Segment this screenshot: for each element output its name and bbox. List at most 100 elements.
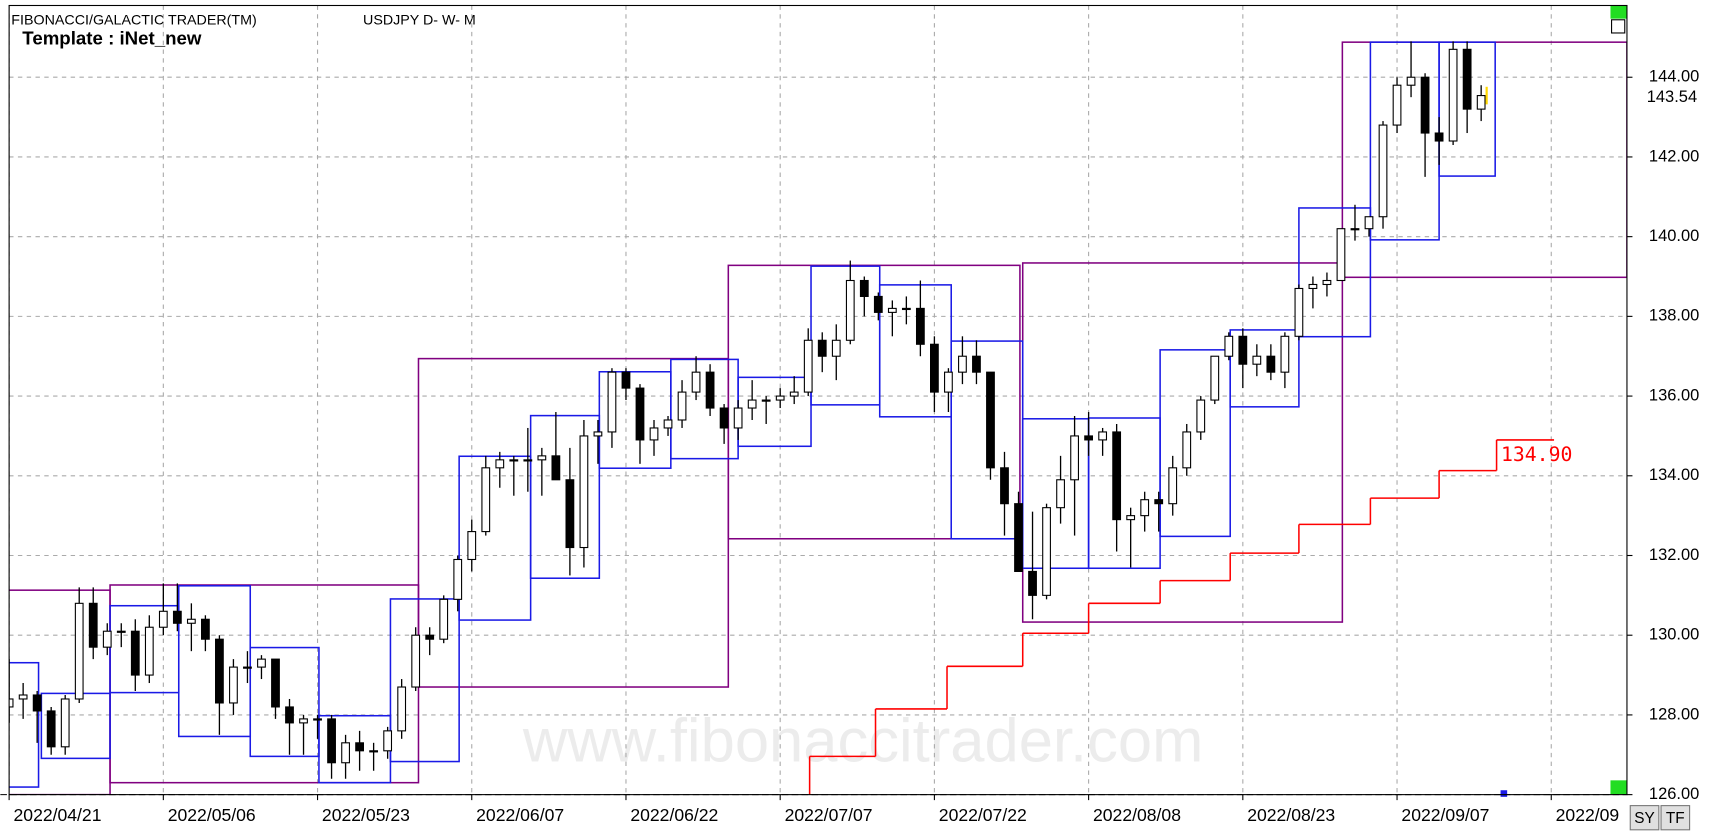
button-label: SY: [1634, 810, 1655, 827]
y-tick-label: 130.00: [1649, 626, 1699, 644]
candle-body: [1014, 503, 1023, 572]
candle-body: [859, 279, 869, 297]
candle-body: [635, 387, 645, 441]
candle-body: [271, 658, 280, 708]
candle-body: [537, 455, 547, 461]
x-tick-label: 2022/06/07: [476, 805, 564, 825]
candle-body: [158, 610, 168, 628]
candle-body: [958, 355, 967, 373]
x-tick-label: 2022/04/21: [14, 805, 102, 825]
candle-body: [1042, 507, 1051, 596]
candle-body: [1210, 355, 1220, 401]
candle-body: [944, 371, 953, 393]
candle-body: [1238, 335, 1248, 365]
candle-body: [313, 718, 322, 721]
candle-body: [383, 730, 393, 752]
x-tick-label: 2022/08/08: [1093, 805, 1181, 825]
corner-marker: [1610, 5, 1627, 19]
weekly-box: [1298, 207, 1372, 338]
candle-body: [663, 419, 673, 429]
candle-body: [887, 307, 897, 313]
candle-body: [873, 295, 883, 313]
candle-body: [1084, 435, 1094, 441]
candle-body: [621, 371, 631, 389]
candle-body: [1028, 570, 1037, 596]
candle-body: [1000, 467, 1009, 505]
candle-body: [243, 666, 252, 669]
candle-body: [18, 694, 28, 700]
x-tick-label: 2022/07/22: [939, 805, 1027, 825]
corner-marker: [1610, 780, 1627, 795]
weekly-box: [1159, 349, 1231, 538]
candle-body: [930, 343, 939, 393]
candle-body: [341, 742, 350, 764]
symbol: USDJPY D- W- M: [363, 13, 476, 29]
candle-body: [1364, 216, 1374, 230]
candle-body: [803, 339, 813, 393]
candle-body: [1434, 132, 1444, 142]
candle-body: [1140, 499, 1150, 517]
candle-body: [551, 455, 561, 481]
candle-body: [509, 459, 519, 462]
button[interactable]: TF: [1660, 805, 1691, 831]
candle-body: [1070, 435, 1079, 481]
candle-body: [1168, 467, 1178, 505]
candle-body: [915, 307, 925, 345]
candle-body: [705, 371, 715, 409]
candle-body: [439, 598, 449, 640]
candle-body: [972, 355, 981, 373]
candle-body: [186, 618, 196, 624]
candle-body: [257, 658, 266, 668]
candle-body: [453, 558, 463, 600]
candle-body: [677, 391, 687, 421]
candle-body: [1196, 399, 1206, 433]
y-tick-label: 134.00: [1649, 466, 1699, 484]
watermark: www.fibonaccitrader.com: [522, 706, 1204, 775]
x-tick-label: 2022/06/22: [630, 805, 718, 825]
button[interactable]: SY: [1629, 805, 1660, 831]
candle-body: [649, 427, 659, 441]
candle-body: [369, 750, 379, 753]
stop-label: 134.90: [1501, 443, 1572, 466]
candle-body: [1154, 499, 1164, 505]
monthly-box: [727, 264, 1021, 540]
candle-body: [1308, 283, 1318, 290]
weekly-box: [9, 661, 40, 788]
candle-body: [1056, 479, 1065, 509]
candle-body: [1182, 431, 1192, 469]
candle-body: [733, 407, 743, 429]
restore-button[interactable]: [1611, 19, 1626, 34]
candle-body: [299, 718, 308, 724]
candle-body: [172, 610, 182, 624]
candle-body: [355, 742, 364, 752]
candle-body: [1294, 287, 1304, 337]
candle-body: [9, 698, 14, 708]
candle-body: [215, 638, 224, 704]
candle-body: [565, 479, 575, 549]
candle-body: [579, 435, 589, 549]
candle-body: [60, 698, 70, 748]
x-axis-labels: 2022/04/21 2022/05/06 2022/05/23 2022/06/07…: [14, 805, 1620, 825]
candle-body: [285, 706, 294, 724]
candle-body: [1280, 335, 1290, 373]
candle-body: [1224, 335, 1234, 357]
candle-body: [397, 686, 407, 732]
x-tick-label: 2022/09/07: [1401, 805, 1489, 825]
y-tick-label: 144.00: [1649, 68, 1699, 86]
candle-body: [1266, 355, 1276, 373]
button-face: [1629, 805, 1660, 831]
candle-body: [1462, 48, 1472, 110]
candle-body: [817, 339, 827, 357]
candle-body: [229, 666, 238, 704]
candle-body: [1378, 124, 1388, 218]
candle-body: [116, 630, 126, 633]
candle-body: [88, 602, 98, 648]
template: Template : iNet_new: [22, 28, 202, 49]
button-face: [1660, 805, 1691, 831]
candle-body: [986, 371, 995, 469]
candle-body: [1112, 431, 1122, 521]
weekly-box: [1229, 329, 1300, 408]
chart-title: FIBONACCI/GALACTIC TRADER(TM): [11, 13, 256, 29]
candle-body: [789, 391, 799, 397]
y-tick-label: 140.00: [1649, 227, 1699, 245]
